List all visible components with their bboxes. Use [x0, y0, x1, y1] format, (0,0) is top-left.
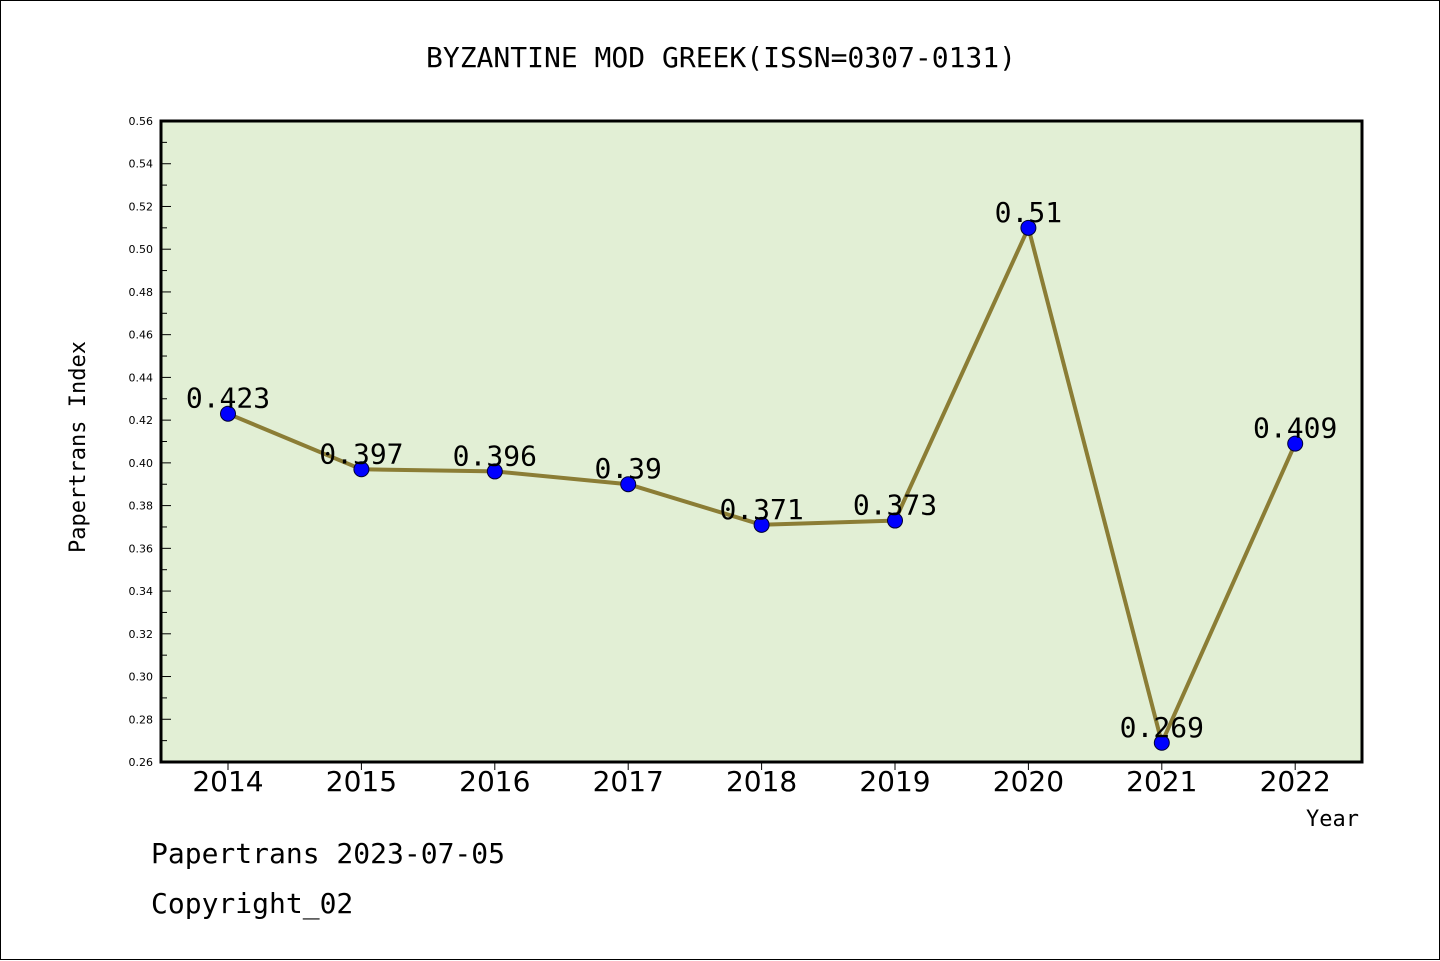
y-tick-label: 0.34 — [129, 585, 154, 598]
data-point-marker — [353, 461, 370, 478]
plot-border — [159, 119, 1364, 764]
data-label: 0.423 — [186, 382, 270, 415]
footer-date-text: Papertrans 2023-07-05 — [151, 837, 506, 870]
footer-copyright-text: Copyright_02 — [151, 887, 354, 920]
data-point-marker — [620, 476, 637, 493]
y-tick-label: 0.36 — [129, 542, 154, 555]
y-axis-label: Papertrans Index — [66, 341, 91, 553]
data-label: 0.396 — [453, 439, 537, 472]
data-label: 0.397 — [319, 437, 403, 470]
chart-title: BYZANTINE MOD GREEK(ISSN=0307-0131) — [426, 41, 1016, 74]
plot-area: 0.26 0.28 0.30 0.32 0.34 0.36 0.38 0.40 0.42 0.44… — [129, 115, 1364, 798]
x-tick-label: 2022 — [1260, 765, 1331, 798]
x-tick-label: 2015 — [326, 765, 397, 798]
x-tick-label: 2021 — [1126, 765, 1197, 798]
x-tick-label: 2014 — [192, 765, 263, 798]
data-label: 0.371 — [719, 493, 803, 526]
y-tick-label: 0.46 — [129, 329, 154, 342]
y-tick-label: 0.50 — [129, 243, 154, 256]
data-point-marker — [220, 405, 236, 422]
y-tick-label: 0.40 — [129, 457, 154, 470]
data-label: 0.409 — [1253, 412, 1337, 445]
x-tick-label: 2017 — [593, 765, 664, 798]
y-tick-label: 0.48 — [129, 286, 154, 299]
data-point-marker — [1153, 734, 1170, 751]
data-label: 0.269 — [1120, 711, 1204, 744]
data-point-marker — [486, 463, 503, 480]
y-tick-label: 0.42 — [129, 414, 154, 427]
y-tick-label: 0.30 — [129, 671, 154, 684]
x-tick-label: 2020 — [993, 765, 1064, 798]
plot-background — [161, 121, 1362, 762]
y-tick-label: 0.38 — [129, 500, 154, 513]
data-point-marker — [753, 516, 770, 533]
y-tick-label: 0.52 — [129, 200, 154, 213]
x-tick-label: 2019 — [859, 765, 930, 798]
data-label: 0.373 — [853, 489, 937, 522]
y-tick-label: 0.56 — [129, 115, 154, 128]
x-tick-label: 2018 — [726, 765, 797, 798]
data-point-marker — [1287, 435, 1304, 452]
y-tick-label: 0.54 — [129, 158, 154, 171]
data-point-marker — [887, 512, 903, 529]
y-tick-label: 0.44 — [129, 371, 154, 384]
data-label: 0.51 — [995, 196, 1062, 229]
y-tick-label: 0.32 — [129, 628, 154, 641]
x-tick-label: 2016 — [459, 765, 530, 798]
data-label: 0.39 — [594, 452, 661, 485]
y-tick-label: 0.26 — [129, 756, 154, 769]
y-tick-label: 0.28 — [129, 713, 154, 726]
data-point-marker — [1020, 219, 1037, 236]
x-axis-label: Year — [1306, 807, 1359, 832]
